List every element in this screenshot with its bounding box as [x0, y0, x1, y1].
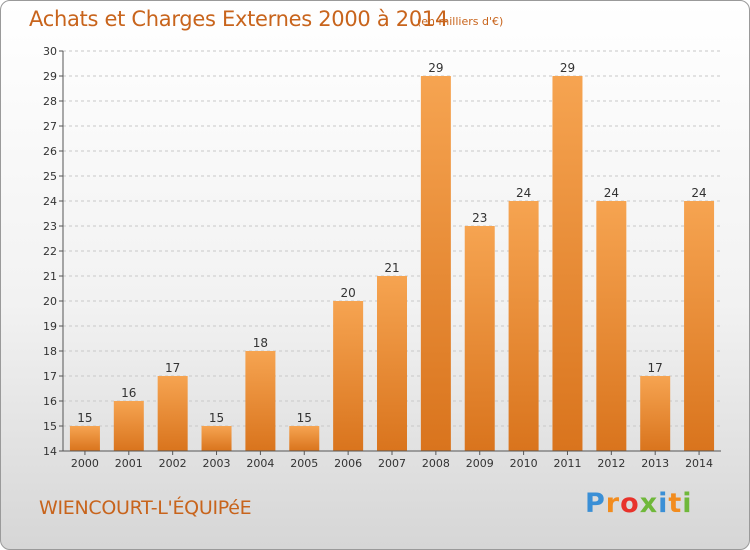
bar — [420, 76, 451, 451]
x-tick-label: 2003 — [203, 457, 231, 470]
bar-value-label: 18 — [253, 336, 268, 350]
x-tick-label: 2005 — [290, 457, 318, 470]
logo-letter: P — [585, 488, 606, 519]
y-tick-label: 18 — [43, 345, 57, 358]
y-tick-label: 19 — [43, 320, 57, 333]
y-tick-label: 15 — [43, 420, 57, 433]
bar-value-label: 15 — [297, 411, 312, 425]
commune-name: WIENCOURT-L'ÉQUIPéE — [39, 497, 252, 519]
x-tick-label: 2004 — [246, 457, 274, 470]
x-tick-label: 2012 — [597, 457, 625, 470]
y-tick-label: 14 — [43, 445, 57, 458]
x-tick-label: 2001 — [115, 457, 143, 470]
y-tick-label: 24 — [43, 195, 57, 208]
x-tick-label: 2013 — [641, 457, 669, 470]
bar — [245, 351, 276, 451]
chart-title: Achats et Charges Externes 2000 à 2014 — [29, 7, 449, 31]
bar-value-label: 16 — [121, 386, 136, 400]
bar — [508, 201, 539, 451]
y-tick-label: 25 — [43, 170, 57, 183]
logo-letter: i — [682, 488, 693, 519]
bar — [640, 376, 671, 451]
bar — [69, 426, 100, 451]
bar — [596, 201, 627, 451]
y-tick-label: 23 — [43, 220, 57, 233]
y-tick-label: 27 — [43, 120, 57, 133]
x-tick-label: 2008 — [422, 457, 450, 470]
y-tick-label: 26 — [43, 145, 57, 158]
x-tick-label: 2006 — [334, 457, 362, 470]
x-tick-label: 2007 — [378, 457, 406, 470]
x-tick-label: 2000 — [71, 457, 99, 470]
bar-value-label: 17 — [648, 361, 663, 375]
axes-group: 14 15 16 17 18 19 20 21 22 23 24 25 26 27 28 29 30 2000 20… — [43, 45, 721, 470]
x-tick-label: 2009 — [466, 457, 494, 470]
logo-letter: r — [605, 488, 621, 519]
bar-value-label: 24 — [516, 186, 531, 200]
y-tick-label: 28 — [43, 95, 57, 108]
bar-value-label: 17 — [165, 361, 180, 375]
bar — [684, 201, 715, 451]
bar — [552, 76, 583, 451]
logo-letter: x — [639, 488, 659, 519]
y-tick-label: 21 — [43, 270, 57, 283]
bar-value-label: 20 — [340, 286, 355, 300]
y-tick-label: 22 — [43, 245, 57, 258]
y-tick-label: 30 — [43, 45, 57, 58]
bar-value-label: 29 — [560, 61, 575, 75]
bar-value-label: 24 — [691, 186, 706, 200]
logo-letter: t — [668, 488, 683, 519]
logo-letter: i — [658, 488, 669, 519]
bar-value-label: 15 — [77, 411, 92, 425]
bars-group: 15 16 17 15 18 15 20 21 29 23 24 29 24 17 24 — [69, 61, 715, 451]
x-tick-label: 2011 — [553, 457, 581, 470]
proxiti-logo[interactable]: Proxiti — [585, 488, 693, 519]
y-tick-label: 20 — [43, 295, 57, 308]
bar-value-label: 21 — [384, 261, 399, 275]
x-tick-label: 2010 — [510, 457, 538, 470]
bar — [333, 301, 364, 451]
bar — [113, 401, 144, 451]
logo-letter: o — [620, 488, 640, 519]
bar-value-label: 24 — [604, 186, 619, 200]
chart-subtitle: (en milliers d'€) — [417, 15, 504, 28]
y-tick-label: 17 — [43, 370, 57, 383]
bar — [289, 426, 320, 451]
bar — [377, 276, 407, 451]
bar — [464, 226, 495, 451]
x-tick-label: 2002 — [159, 457, 187, 470]
x-tick-label: 2014 — [685, 457, 713, 470]
bar-value-label: 15 — [209, 411, 224, 425]
bar — [157, 376, 188, 451]
y-tick-label: 29 — [43, 70, 57, 83]
y-tick-label: 16 — [43, 395, 57, 408]
bar-value-label: 23 — [472, 211, 487, 225]
bar-value-label: 29 — [428, 61, 443, 75]
bar — [201, 426, 232, 451]
